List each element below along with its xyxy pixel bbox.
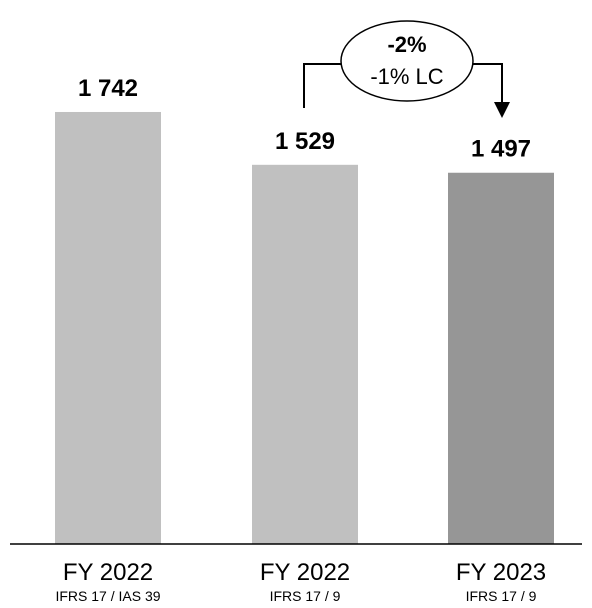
value-labels-layer: 1 742 1 529 1 497 <box>78 75 531 163</box>
value-label-3: 1 497 <box>471 136 531 163</box>
annotation-connector-line-right <box>472 63 503 104</box>
annotation-connector-line <box>303 63 342 108</box>
change-percent-label: -2% <box>387 32 426 57</box>
bar-2 <box>252 164 358 545</box>
down-arrow-icon <box>494 102 510 118</box>
category-label-1: FY 2022 <box>63 559 153 586</box>
category-sublabel-2: IFRS 17 / 9 <box>270 588 341 604</box>
category-labels-layer: FY 2022 IFRS 17 / IAS 39 FY 2022 IFRS 17 / … <box>55 559 546 604</box>
change-lc-label: -1% LC <box>370 64 443 89</box>
value-label-1: 1 742 <box>78 75 138 102</box>
category-label-2: FY 2022 <box>260 559 350 586</box>
category-label-3: FY 2023 <box>456 559 546 586</box>
bar-3 <box>448 172 554 544</box>
change-ellipse <box>340 20 474 102</box>
value-label-2: 1 529 <box>275 128 335 155</box>
category-sublabel-1: IFRS 17 / IAS 39 <box>55 588 160 604</box>
bars-layer <box>55 111 554 545</box>
category-sublabel-3: IFRS 17 / 9 <box>466 588 537 604</box>
bar-1 <box>55 111 161 544</box>
change-annotation: -2% -1% LC <box>303 20 510 118</box>
